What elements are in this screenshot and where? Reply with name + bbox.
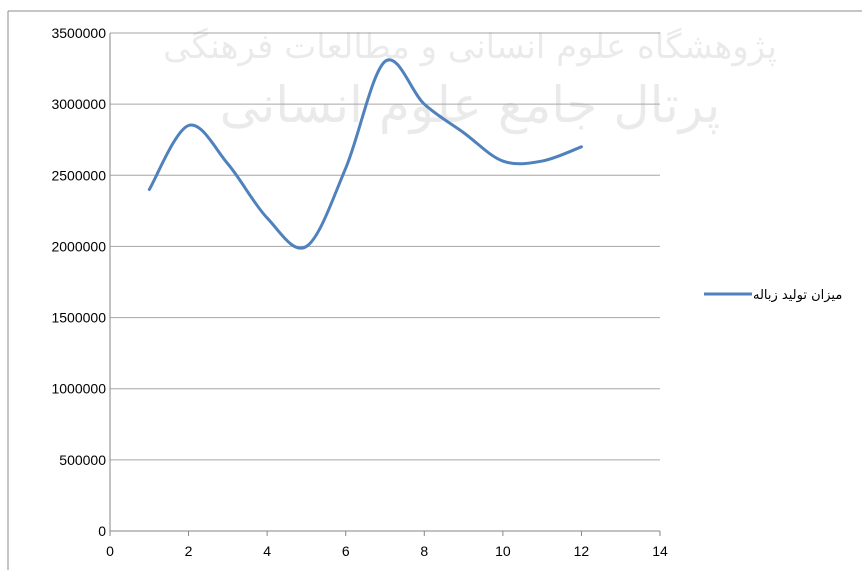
y-tick-label: 3500000 xyxy=(51,25,106,41)
x-tick-label: 12 xyxy=(574,543,590,559)
x-tick-label: 14 xyxy=(652,543,668,559)
x-tick-label: 4 xyxy=(263,543,271,559)
watermark-text: پرتال جامع علوم انسانی xyxy=(220,76,721,135)
x-tick-label: 0 xyxy=(106,543,114,559)
legend-label: میزان تولید زباله xyxy=(753,288,842,303)
y-tick-label: 1000000 xyxy=(51,381,106,397)
y-tick-label: 1500000 xyxy=(51,310,106,326)
plot-frame xyxy=(7,10,862,570)
series-line xyxy=(147,58,583,250)
y-tick-label: 500000 xyxy=(59,452,106,468)
x-tick-label: 8 xyxy=(420,543,428,559)
x-tick-label: 10 xyxy=(495,543,511,559)
series-layer xyxy=(147,58,583,250)
watermark: پژوهشگاه علوم انسانی و مطالعات فرهنگی پر… xyxy=(163,27,777,135)
x-axis-ticks: 0 2 4 6 8 10 12 14 xyxy=(106,531,668,559)
watermark-text-top: پژوهشگاه علوم انسانی و مطالعات فرهنگی xyxy=(163,27,777,67)
axes xyxy=(109,33,660,532)
x-tick-label: 2 xyxy=(185,543,193,559)
legend: میزان تولید زباله xyxy=(704,288,842,303)
y-axis-ticks: 0 500000 1000000 1500000 2000000 2500000 30000… xyxy=(51,25,106,539)
y-tick-label: 0 xyxy=(98,523,106,539)
y-tick-label: 3000000 xyxy=(51,96,106,112)
gridlines xyxy=(110,32,660,461)
x-tick-label: 6 xyxy=(342,543,350,559)
y-tick-label: 2000000 xyxy=(51,238,106,254)
y-tick-label: 2500000 xyxy=(51,167,106,183)
